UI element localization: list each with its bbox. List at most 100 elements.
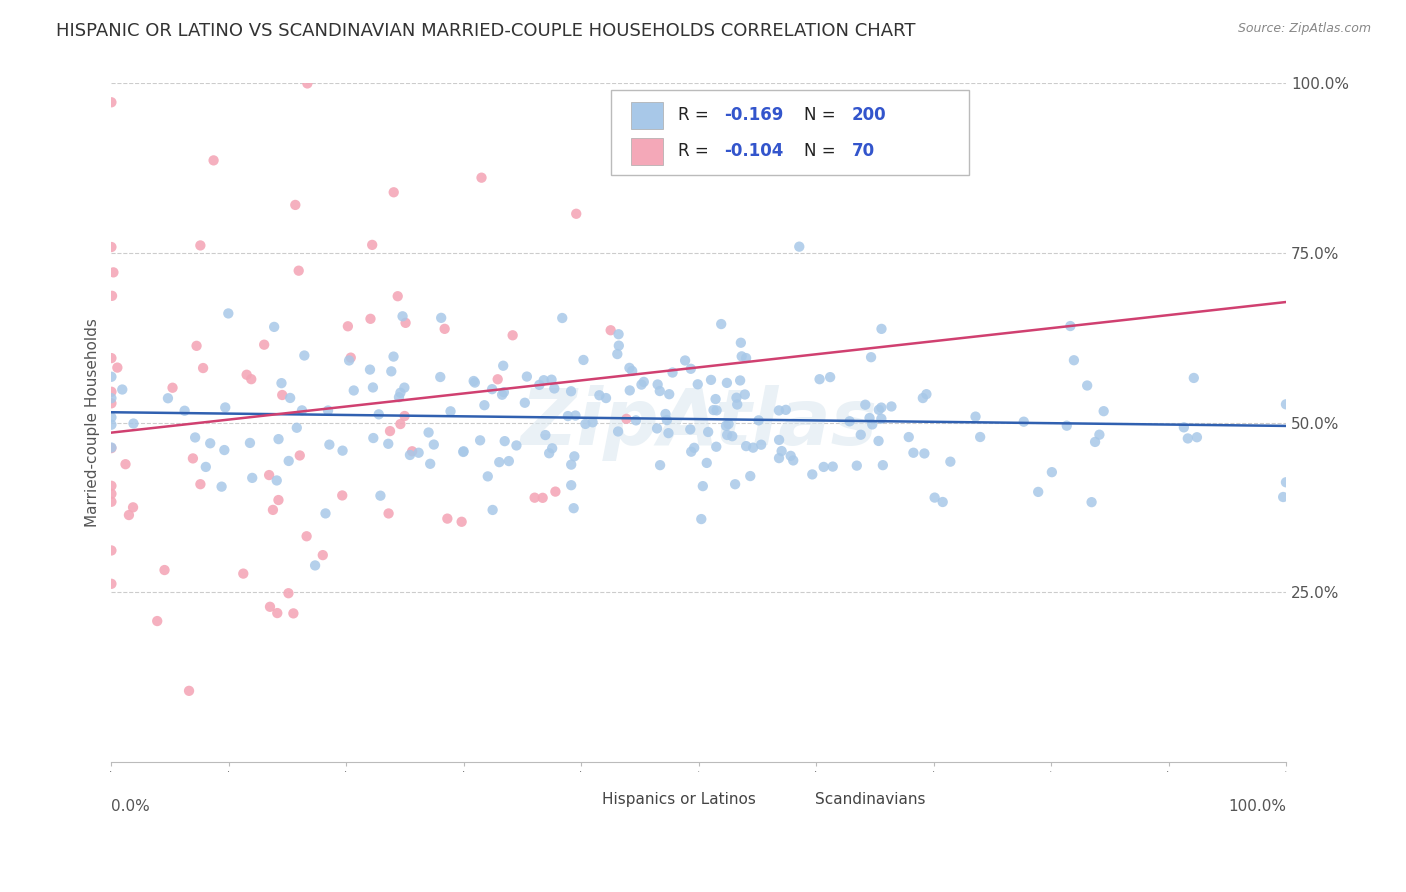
FancyBboxPatch shape (630, 137, 664, 165)
Point (704, 440, 727, 454)
Point (111, 383, 134, 397)
Point (648, 458, 671, 472)
Point (200, 436, 222, 450)
Point (540, 373, 562, 387)
Point (538, 446, 561, 460)
Point (239, 436, 262, 450)
Point (654, 407, 676, 421)
Point (259, 599, 281, 614)
Point (100, 441, 122, 455)
Point (657, 426, 679, 441)
Point (505, 438, 527, 452)
Point (690, 512, 713, 526)
Point (748, 413, 770, 427)
Point (177, 683, 200, 698)
Point (359, 311, 381, 326)
Point (464, 376, 486, 390)
Point (146, 614, 169, 628)
Point (924, 491, 946, 505)
Point (1272, 490, 1295, 504)
Point (267, 493, 290, 508)
Point (332, 443, 354, 458)
Point (735, 351, 758, 365)
Point (560, 478, 582, 492)
Point (658, 387, 681, 401)
Point (101, 289, 124, 303)
Point (433, 322, 456, 336)
Point (266, 606, 288, 620)
Point (562, 450, 585, 464)
Point (588, 388, 610, 402)
Point (181, 451, 204, 466)
Point (191, 361, 214, 376)
Point (768, 451, 790, 466)
Point (686, 377, 709, 392)
Point (388, 390, 411, 404)
Point (211, 480, 233, 494)
Point (931, 495, 953, 509)
Point (184, 430, 207, 444)
Point (845, 458, 868, 473)
Point (240, 372, 263, 386)
Point (912, 446, 935, 460)
Text: 0.0%: 0.0% (111, 799, 150, 814)
Point (377, 437, 399, 451)
Point (304, 558, 326, 573)
Point (491, 388, 513, 402)
Point (616, 412, 638, 426)
Point (1080, 495, 1102, 509)
Text: 200: 200 (852, 106, 886, 124)
Point (730, 335, 752, 350)
Point (277, 586, 299, 600)
Point (679, 422, 702, 436)
Point (1040, 465, 1063, 479)
Text: HISPANIC OR LATINO VS SCANDINAVIAN MARRIED-COUPLE HOUSEHOLDS CORRELATION CHART: HISPANIC OR LATINO VS SCANDINAVIAN MARRI… (56, 22, 915, 40)
Point (217, 306, 239, 320)
Point (477, 469, 499, 483)
Point (1088, 427, 1111, 442)
Point (100, 479, 122, 493)
Point (721, 429, 744, 443)
Point (190, 238, 212, 252)
Point (232, 566, 254, 581)
Y-axis label: Married-couple Households: Married-couple Households (86, 318, 100, 527)
Point (572, 353, 595, 368)
Point (363, 431, 385, 445)
Point (768, 403, 790, 417)
Point (868, 434, 890, 448)
Point (284, 198, 307, 212)
Text: 70: 70 (852, 143, 875, 161)
Point (387, 289, 409, 303)
Point (470, 170, 492, 185)
Point (872, 458, 894, 472)
Point (716, 376, 738, 390)
Point (897, 430, 920, 444)
Point (544, 484, 567, 499)
Point (557, 409, 579, 423)
Point (787, 240, 810, 254)
Point (1173, 420, 1195, 434)
Point (494, 434, 516, 449)
Point (1059, 319, 1081, 334)
Point (633, 375, 655, 389)
Point (450, 515, 472, 529)
Point (100, 576, 122, 591)
Point (481, 382, 503, 396)
Point (813, 459, 835, 474)
Point (860, 350, 883, 364)
Point (1182, 371, 1205, 385)
Point (100, 417, 122, 432)
Point (728, 374, 751, 388)
Point (100, 95, 122, 110)
Point (214, 443, 236, 458)
Point (648, 384, 671, 398)
Point (560, 384, 582, 399)
Point (714, 418, 737, 433)
Point (153, 563, 176, 577)
Point (1177, 432, 1199, 446)
Point (725, 391, 748, 405)
Point (562, 501, 585, 516)
Point (382, 186, 405, 200)
Point (389, 417, 412, 431)
Point (100, 543, 122, 558)
